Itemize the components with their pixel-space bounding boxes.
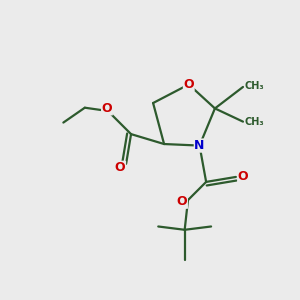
Text: O: O (177, 195, 187, 208)
Text: CH₃: CH₃ (244, 117, 264, 127)
Text: O: O (183, 78, 194, 91)
Text: CH₃: CH₃ (244, 81, 264, 91)
Text: N: N (194, 139, 205, 152)
Text: O: O (238, 170, 248, 183)
Text: O: O (115, 161, 125, 174)
Text: O: O (102, 102, 112, 115)
